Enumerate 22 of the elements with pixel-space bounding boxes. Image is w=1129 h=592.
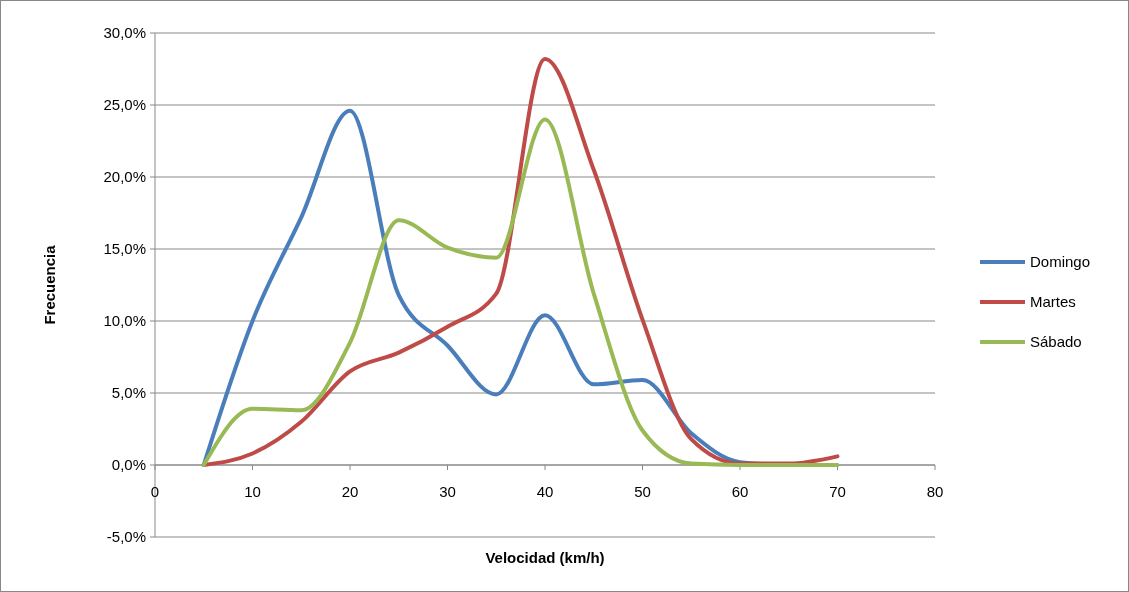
y-tick-label: 20,0%	[103, 168, 146, 186]
x-tick-label: 30	[439, 483, 456, 500]
x-tick-label: 0	[150, 483, 160, 500]
x-tick-label: 70	[829, 483, 846, 500]
y-tick-label: 5,0%	[111, 384, 146, 402]
x-tick-label: 40	[536, 483, 554, 500]
legend-label: Domingo	[1030, 253, 1091, 271]
y-tick-label: 25,0%	[103, 96, 146, 114]
y-tick-label: 15,0%	[103, 240, 146, 258]
y-tick-label: 30,0%	[103, 24, 146, 42]
legend-label: Martes	[1030, 293, 1076, 311]
x-axis-title: Velocidad (km/h)	[485, 549, 605, 566]
x-tick-label: 20	[341, 483, 359, 500]
x-tick-label: 50	[634, 483, 651, 500]
legend-label: Sábado	[1030, 333, 1082, 351]
y-tick-label: -5,0%	[106, 528, 146, 546]
y-axis-title: Frecuencia	[41, 244, 58, 325]
x-tick-label: 80	[926, 483, 944, 500]
x-tick-label: 60	[731, 483, 749, 500]
y-tick-label: 0,0%	[111, 456, 146, 474]
y-tick-label: 10,0%	[103, 312, 146, 330]
x-tick-label: 10	[244, 483, 261, 500]
